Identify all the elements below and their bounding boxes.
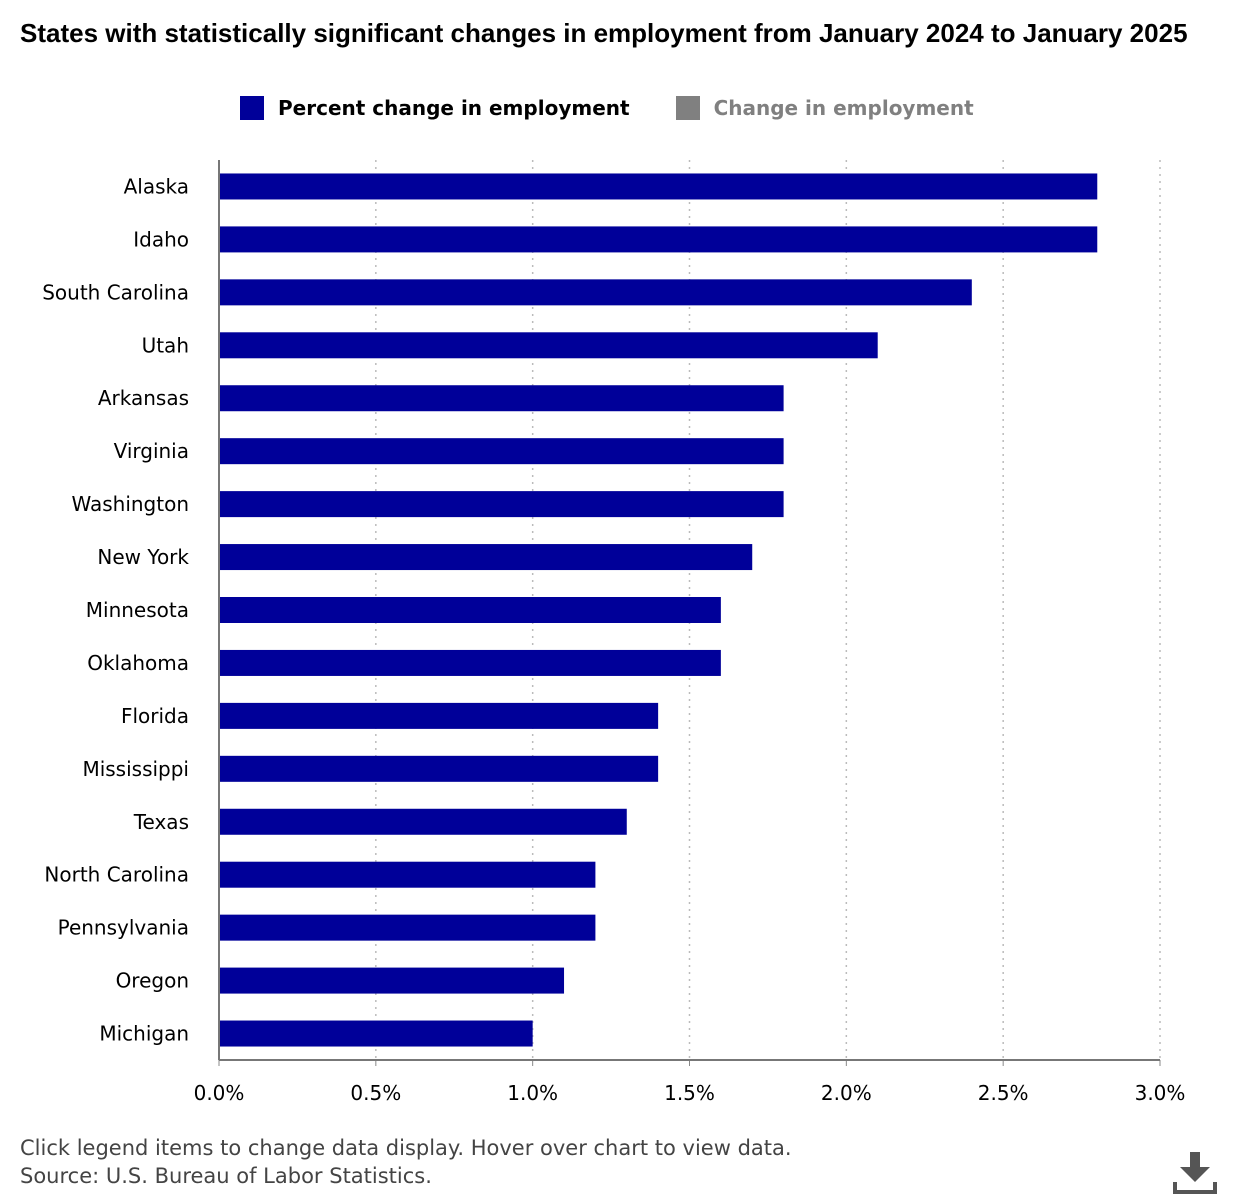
bar-south-carolina[interactable] (220, 279, 972, 306)
bar-texas[interactable] (220, 808, 627, 835)
bar-north-carolina[interactable] (220, 861, 596, 888)
legend-label-change: Change in employment (713, 96, 974, 120)
bar-new-york[interactable] (220, 544, 753, 571)
y-category-label: Utah (142, 333, 189, 357)
bar-arkansas[interactable] (220, 385, 784, 412)
x-tick-label: 2.5% (978, 1081, 1029, 1105)
bar-washington[interactable] (220, 491, 784, 518)
bar-oregon[interactable] (220, 967, 565, 994)
bar-mississippi[interactable] (220, 755, 659, 782)
y-category-label: North Carolina (44, 863, 189, 887)
legend-item-percent-change[interactable]: Percent change in employment (240, 96, 630, 120)
x-tick-label: 2.0% (821, 1081, 872, 1105)
y-category-label: Florida (121, 704, 189, 728)
chart-title: States with statistically significant ch… (20, 18, 1188, 48)
y-category-label: Mississippi (82, 757, 189, 781)
y-category-label: Minnesota (86, 598, 189, 622)
chart-footer: Click legend items to change data displa… (20, 1134, 792, 1190)
bar-pennsylvania[interactable] (220, 914, 596, 941)
bar-minnesota[interactable] (220, 597, 721, 623)
y-category-label: Texas (133, 810, 189, 834)
y-category-label: Pennsylvania (58, 916, 189, 940)
legend-label-percent-change: Percent change in employment (278, 96, 630, 120)
y-category-label: South Carolina (42, 280, 189, 304)
y-category-label: Idaho (133, 227, 189, 251)
footer-source: Source: U.S. Bureau of Labor Statistics. (20, 1164, 432, 1188)
download-icon[interactable] (1172, 1150, 1218, 1196)
bar-alaska[interactable] (220, 173, 1098, 200)
bar-oklahoma[interactable] (220, 649, 721, 676)
y-category-label: Michigan (99, 1022, 189, 1046)
y-category-label: Oregon (116, 969, 189, 993)
x-tick-label: 3.0% (1135, 1081, 1186, 1105)
y-category-label: Oklahoma (87, 651, 189, 675)
footer-note: Click legend items to change data displa… (20, 1136, 792, 1160)
legend-swatch-percent-change (240, 96, 264, 120)
y-category-label: Alaska (124, 174, 189, 198)
y-category-label: Arkansas (98, 386, 189, 410)
x-tick-label: 0.0% (194, 1081, 245, 1105)
y-category-label: New York (97, 545, 189, 569)
legend-swatch-change (675, 96, 700, 120)
bar-chart[interactable]: 0.0% 0.5% 1.0% 1.5% 2.0% 2.5% 3.0% Alaska Idaho S… (0, 0, 1240, 1130)
y-category-label: Washington (71, 492, 189, 516)
legend: Percent change in employment Change in e… (240, 94, 1020, 122)
bar-utah[interactable] (220, 332, 878, 359)
bar-michigan[interactable] (220, 1020, 533, 1047)
y-category-label: Virginia (114, 439, 189, 463)
bar-florida[interactable] (220, 702, 659, 729)
legend-item-change[interactable]: Change in employment (675, 96, 974, 120)
x-tick-label: 1.0% (507, 1081, 558, 1105)
x-tick-label: 0.5% (350, 1081, 401, 1105)
bar-idaho[interactable] (220, 226, 1098, 253)
bar-virginia[interactable] (220, 438, 784, 465)
x-tick-label: 1.5% (664, 1081, 715, 1105)
